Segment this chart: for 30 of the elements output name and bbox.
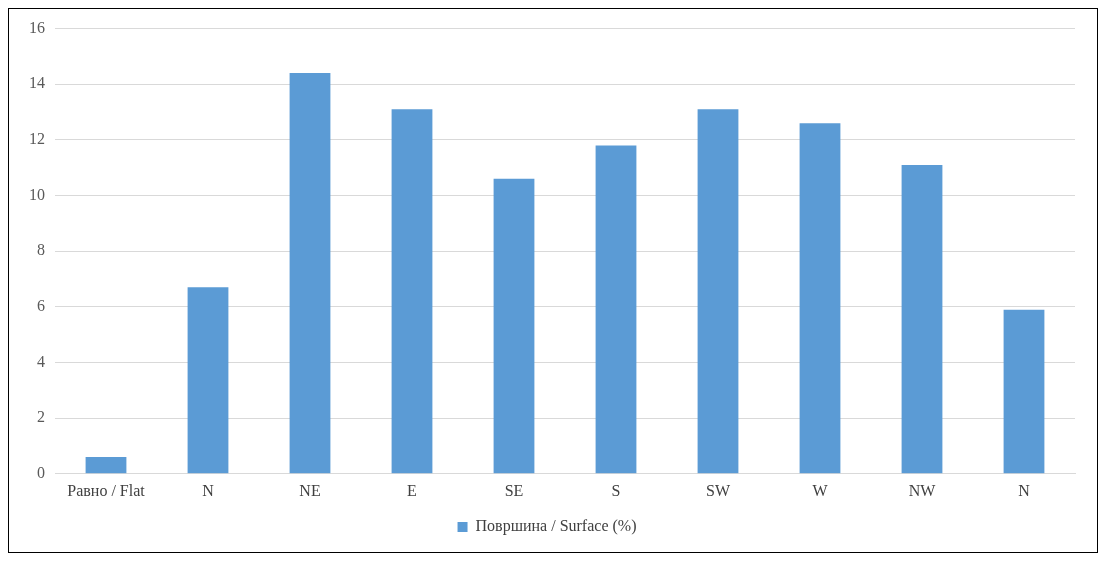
bar (391, 109, 433, 474)
y-tick-label: 0 (37, 464, 45, 481)
y-tick-label: 10 (29, 185, 45, 203)
y-tick-label: 4 (37, 352, 45, 370)
y-tick-label: 16 (29, 18, 45, 36)
bar (595, 145, 637, 474)
y-tick-label: 6 (37, 297, 45, 315)
y-tick-label: 8 (37, 241, 45, 259)
y-tick-label: 2 (37, 408, 45, 426)
bar (493, 178, 535, 474)
bar (187, 287, 229, 474)
x-tick-label: Равно / Flat (67, 481, 146, 499)
x-tick-label: N (1018, 481, 1031, 499)
bar (85, 457, 127, 474)
x-tick-label: NW (908, 481, 937, 499)
bar (1003, 309, 1045, 474)
bar (901, 164, 943, 474)
y-tick-label: 12 (29, 130, 45, 148)
x-tick-label: S (611, 481, 621, 499)
x-tick-label: NE (299, 481, 321, 499)
x-tick-label: SE (504, 481, 524, 499)
x-tick-label: E (407, 481, 417, 499)
bar (289, 73, 331, 474)
x-tick-label: SW (706, 481, 731, 499)
bar (697, 109, 739, 474)
x-tick-label: N (202, 481, 215, 499)
y-tick-label: 14 (29, 74, 45, 92)
bar (799, 123, 841, 474)
legend-label: Површина / Surface (%) (475, 517, 637, 536)
x-tick-label: W (812, 481, 829, 499)
